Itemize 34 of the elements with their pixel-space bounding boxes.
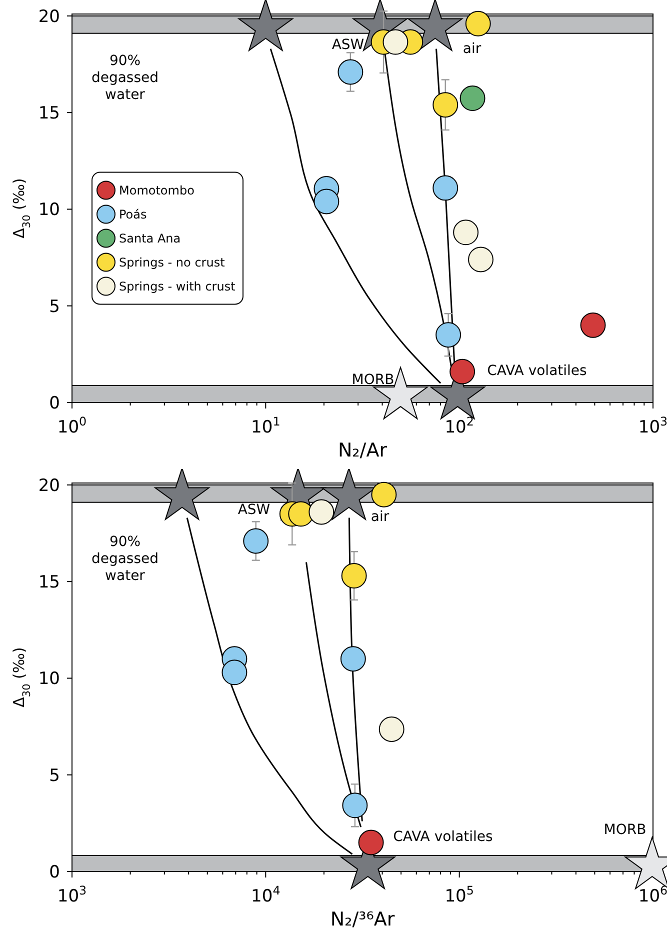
annotation: ASW [238, 501, 270, 518]
legend-label: Momotombo [119, 183, 194, 198]
y-tick-label: 0 [49, 862, 60, 882]
y-tick-label: 10 [38, 668, 60, 689]
x-tick-label: 10$^{1}$ [251, 414, 280, 438]
annotation: 90% degassed water [91, 533, 159, 584]
y-tick-label: 0 [49, 393, 60, 414]
annotation: 90% degassed water [91, 52, 159, 103]
legend-label: Springs - with crust [119, 279, 236, 294]
annotation: ASW [332, 36, 364, 53]
annotation: CAVA volatiles [487, 362, 587, 379]
x-axis-title: N₂/Ar [338, 440, 388, 462]
x-tick-label: 10$^{5}$ [444, 883, 474, 906]
annotation: air [462, 40, 482, 57]
y-tick-label: 5 [49, 765, 60, 786]
y-tick-label: 5 [49, 296, 60, 317]
annotation: MORB [604, 821, 646, 838]
y-tick-label: 10 [38, 200, 60, 220]
x-tick-label: 10$^{0}$ [57, 414, 87, 438]
annotation: air [370, 508, 390, 524]
y-tick-label: 20 [38, 475, 60, 496]
x-tick-label: 10$^{4}$ [251, 883, 280, 906]
y-tick-label: 20 [38, 6, 60, 27]
y-tick-label: 15 [38, 104, 60, 124]
x-tick-label: 10$^{3}$ [57, 883, 87, 906]
x-axis-title: N₂/³⁶Ar [330, 908, 395, 930]
x-tick-label: 10$^{3}$ [638, 414, 667, 438]
y-tick-label: 15 [38, 572, 60, 592]
x-tick-label: 10$^{2}$ [444, 414, 474, 438]
legend-label: Springs - no crust [119, 255, 226, 270]
annotation: MORB [352, 372, 394, 388]
annotation: CAVA volatiles [393, 828, 493, 844]
legend-label: Santa Ana [119, 231, 181, 246]
legend-label: Poás [119, 207, 147, 222]
